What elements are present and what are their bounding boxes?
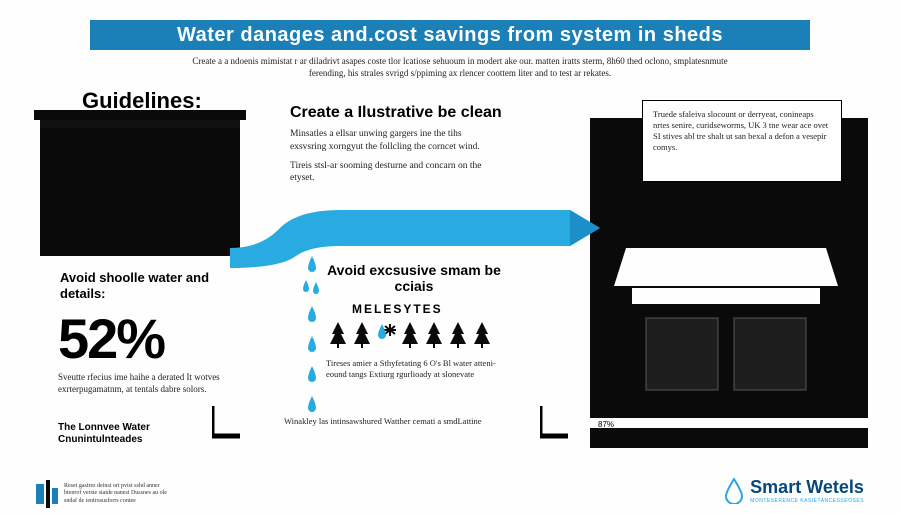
middle-heading: Create a Ilustrative be clean [290, 104, 502, 122]
shed-silhouette-left [40, 116, 240, 256]
middle-note: Tireses amier a Sthyfetating 6 O's Bl wa… [326, 358, 516, 380]
brand-drop-icon [724, 478, 744, 504]
footer-left-line3: sndaf de ientrosusforrs contee [64, 498, 214, 505]
footer-left-icon [36, 480, 58, 508]
footer-left: Reset gastres deinst ort pvist sshd anne… [36, 480, 214, 508]
middle-body-p1: Minsatles a ellsar unwing gargers ine th… [290, 128, 500, 154]
left-stat-label: Avoid shoolle water and details: [60, 270, 230, 301]
building-sign: Truede sfaleiva slocount or derryeat, co… [642, 100, 842, 182]
bracket-right [540, 406, 572, 442]
small-percent: 87% [598, 420, 614, 429]
water-pipe-graphic [230, 200, 600, 260]
middle-footnote: Winakley las intinsawshured Watther cema… [284, 416, 504, 427]
bracket-left [212, 406, 244, 442]
big-percent: 52% [58, 306, 164, 371]
subtitle-text: Create a a ndoenis mimistat r ar diladri… [180, 56, 740, 79]
title-bar: Water danages and.cost savings from syst… [90, 20, 810, 50]
brand-sub: MONTESERENCE KASIETANCESSEOSES [750, 498, 864, 504]
melesytes-label: MELESYTES [352, 302, 443, 316]
left-footnote: The Lonnvee Water Cnunintulnteades [58, 422, 228, 446]
footer-right-brand: Smart Wetels MONTESERENCE KASIETANCESSEO… [724, 477, 864, 504]
footer-left-line2: btenrof versie statde nanest Dussnes au … [64, 490, 214, 497]
tree-icon-row [328, 320, 508, 348]
middle-body-p2: Tireis stsl-ar sooming desturne and conc… [290, 160, 500, 186]
middle-body: Minsatles a ellsar unwing gargers ine th… [290, 128, 500, 191]
brand-main: Smart Wetels [750, 477, 864, 498]
left-stat-body: Sveutte rfecius ime haihe a derated It w… [58, 372, 238, 395]
